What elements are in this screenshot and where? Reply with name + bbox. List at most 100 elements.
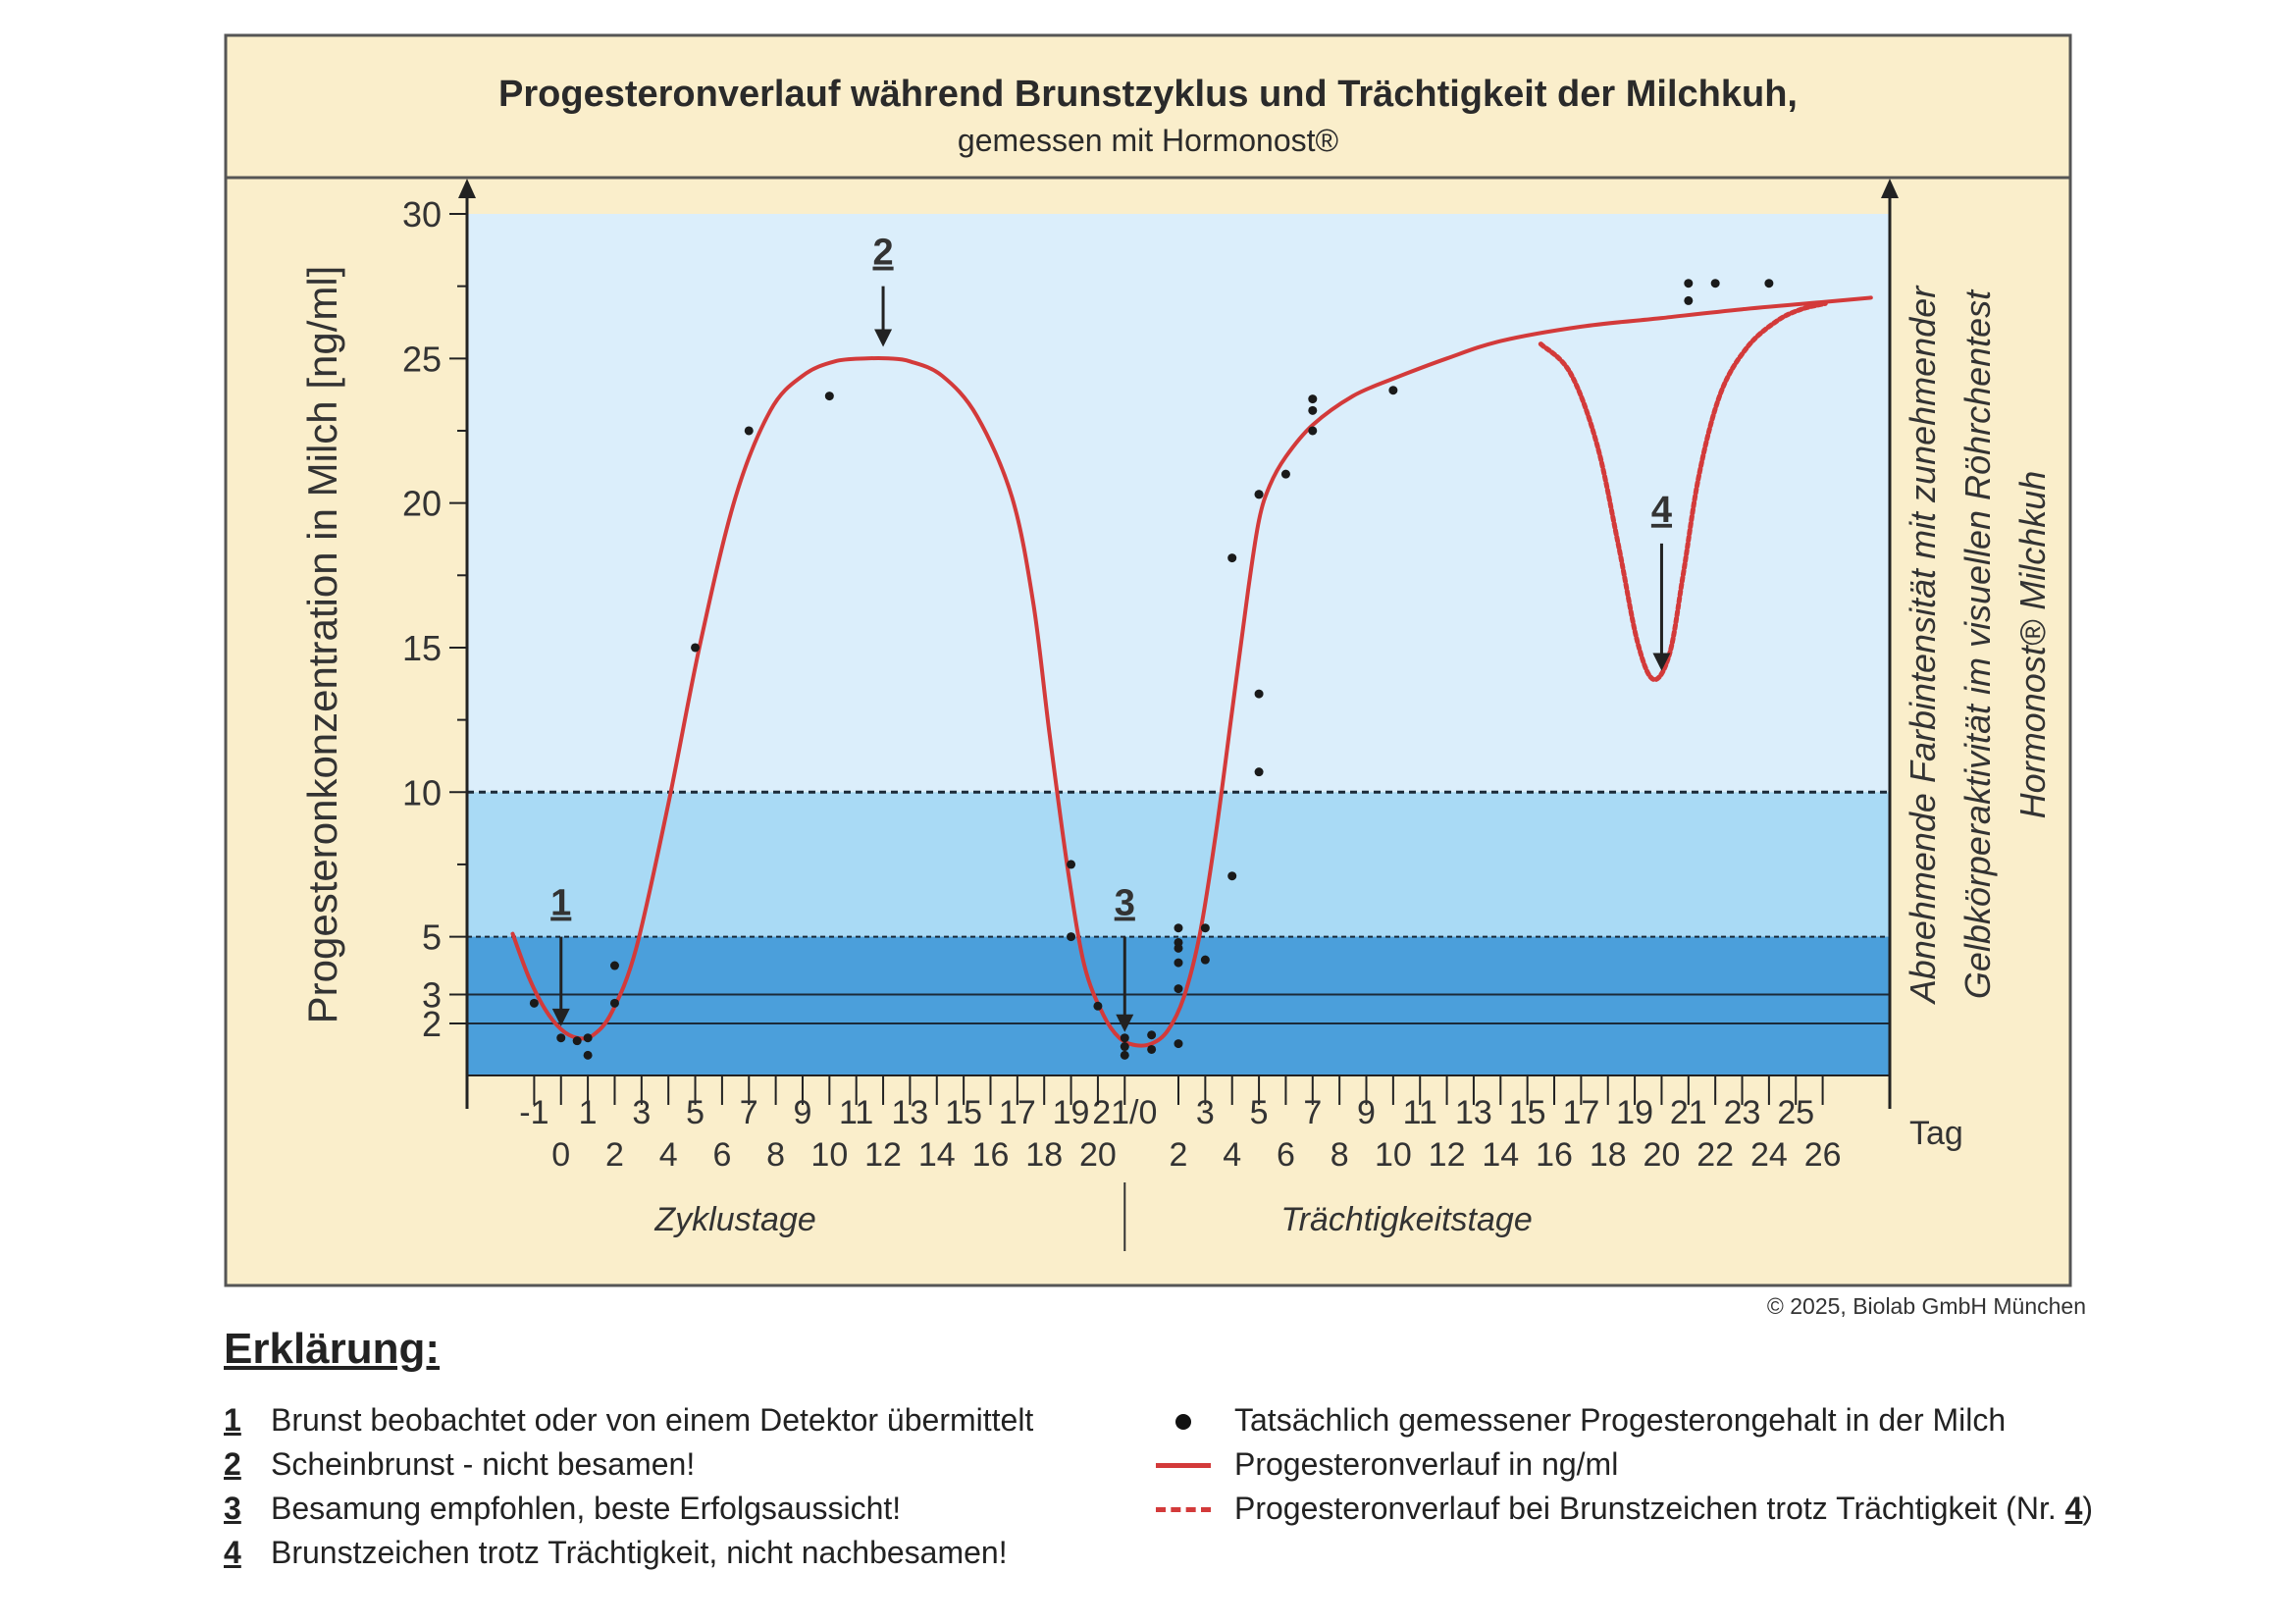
y-tick-label: 30 (402, 194, 442, 235)
x-tick-label: 16 (972, 1136, 1010, 1174)
x-tick-label: 11 (1403, 1094, 1437, 1131)
x-tick-label: 6 (1277, 1136, 1295, 1174)
measured-point (1254, 689, 1264, 699)
measured-point (1308, 394, 1318, 404)
explanation-number: 4 (224, 1535, 241, 1570)
explanation-number: 3 (224, 1491, 241, 1526)
x-tick-label: 2 (605, 1136, 624, 1174)
measured-point (1200, 923, 1210, 933)
chart-title: Progesteronverlauf während Brunstzyklus … (498, 74, 1798, 115)
dot-symbol-icon (1156, 1398, 1215, 1442)
measured-point (1227, 553, 1237, 563)
key-text: Tatsächlich gemessener Progesterongehalt… (1234, 1402, 2007, 1438)
y-tick-label: 5 (422, 917, 442, 958)
measured-point (1174, 984, 1183, 994)
x-tick-label: 4 (659, 1136, 678, 1174)
x-tick-label: 11 (839, 1094, 873, 1131)
x-tick-label: 14 (918, 1136, 956, 1174)
x-tick-label: 4 (1223, 1136, 1241, 1174)
x-tick-label: 16 (1536, 1136, 1573, 1174)
measured-point (1308, 426, 1318, 436)
x-tick-label: 22 (1696, 1136, 1734, 1174)
measured-point (1174, 1039, 1183, 1049)
x-tick-label: 10 (810, 1136, 848, 1174)
y-tick-label: 2 (422, 1004, 442, 1044)
plot-band (467, 792, 1890, 937)
measured-point (609, 961, 619, 970)
x-tick-label: 2 (1170, 1136, 1188, 1174)
measured-point (1147, 1044, 1157, 1054)
x-tick-label: 0 (551, 1136, 570, 1174)
x-tick-label: 23 (1724, 1094, 1761, 1131)
y-axis-title: Progesteronkonzentration in Milch [ng/ml… (299, 266, 345, 1024)
x-tick-label: 26 (1804, 1136, 1842, 1174)
copyright-notice: © 2025, Biolab GmbH München (1766, 1293, 2086, 1319)
x-tick-label: 6 (712, 1136, 731, 1174)
x-tick-label: 20 (1644, 1136, 1681, 1174)
x-tick-label: 14 (1482, 1136, 1519, 1174)
y-tick-label: 3 (422, 975, 442, 1016)
measured-point (1388, 386, 1398, 395)
x-tick-label: 9 (1357, 1094, 1376, 1131)
x-tick-label: 3 (632, 1094, 651, 1131)
y-axis-arrow-icon (458, 179, 476, 198)
x-tick-label: 20 (1079, 1136, 1117, 1174)
measured-point (1200, 955, 1210, 965)
explanation-text: Scheinbrunst - nicht besamen! (271, 1446, 696, 1482)
y-tick-label: 15 (402, 628, 442, 668)
marker-number: 4 (1651, 490, 1672, 531)
measured-point (744, 426, 754, 436)
measured-point (1254, 490, 1264, 499)
y-tick-label: 20 (402, 484, 442, 524)
measured-point (1227, 871, 1237, 881)
measured-point (1254, 767, 1264, 777)
x-tick-label: 19 (1616, 1094, 1653, 1131)
x-tick-label: 7 (740, 1094, 758, 1131)
measured-point (572, 1036, 582, 1046)
x-tick-label: 13 (1455, 1094, 1492, 1131)
marker-arrow-head-icon (1652, 653, 1671, 671)
explanation-text: Brunst beobachtet oder von einem Detekto… (271, 1402, 1034, 1438)
chart-subtitle: gemessen mit Hormonost® (958, 123, 1339, 158)
marker-arrow-head-icon (1116, 1014, 1134, 1032)
legend-title: Erklärung: (224, 1325, 441, 1373)
x-tick-label: 1 (579, 1094, 598, 1131)
explanation-number: 2 (224, 1446, 241, 1482)
measured-point (583, 1033, 593, 1043)
x-tick-label: 5 (1250, 1094, 1269, 1131)
x-tick-label: 3 (1196, 1094, 1215, 1131)
measured-point (1684, 279, 1694, 288)
key-text: Progesteronverlauf bei Brunstzeichen tro… (1234, 1491, 2094, 1526)
y-tick-label: 25 (402, 339, 442, 379)
marker-number: 3 (1115, 883, 1135, 924)
measured-point (609, 998, 619, 1008)
right-axis-label-line: Hormonost® Milchkuh (2012, 471, 2053, 819)
x-tick-label: 12 (864, 1136, 902, 1174)
measured-point (583, 1050, 593, 1060)
dashed-line-icon (1156, 1487, 1215, 1531)
measured-point (1120, 1042, 1129, 1052)
measured-point (1067, 932, 1076, 942)
measured-point (824, 392, 834, 401)
measured-point (556, 1033, 566, 1043)
measured-point (1280, 469, 1290, 479)
plot-band (467, 214, 1890, 793)
measured-point (1093, 1001, 1103, 1011)
key-text: Progesteronverlauf in ng/ml (1234, 1446, 1619, 1482)
measured-point (1308, 405, 1318, 415)
section-label: Zyklustage (653, 1201, 815, 1238)
x-tick-label: 12 (1429, 1136, 1466, 1174)
x-unit-label: Tag (1909, 1115, 1963, 1152)
x-tick-label: 8 (766, 1136, 785, 1174)
x-tick-label: 10 (1375, 1136, 1412, 1174)
x-tick-label: 7 (1303, 1094, 1322, 1131)
x-tick-label: 21/0 (1092, 1094, 1157, 1131)
marker-number: 1 (550, 883, 571, 924)
plot-band (467, 936, 1890, 1075)
explanation-text: Brunstzeichen trotz Trächtigkeit, nicht … (271, 1535, 1008, 1570)
measured-point (1174, 958, 1183, 968)
x-tick-label: 24 (1750, 1136, 1788, 1174)
solid-line-icon (1156, 1442, 1215, 1487)
measured-point (1067, 860, 1076, 869)
